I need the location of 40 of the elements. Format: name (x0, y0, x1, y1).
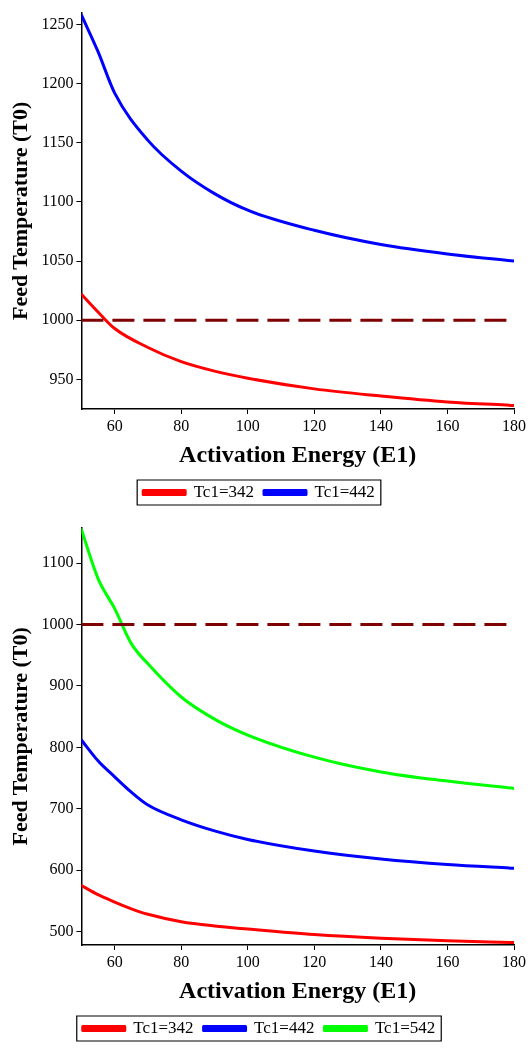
legend-label: Tc1=542 (374, 1017, 436, 1037)
line-series (81, 13, 514, 263)
x-axis-title: Activation Energy (E1) (179, 976, 417, 1003)
y-tick-label: 900 (49, 676, 74, 694)
y-tick-label: 1250 (41, 14, 74, 32)
y-tick-label: 1050 (41, 251, 74, 269)
x-tick-label: 100 (235, 416, 260, 434)
y-axis-title: Feed Temperature (T0) (6, 101, 32, 320)
x-tick-label: 60 (106, 952, 123, 970)
x-tick-label: 80 (173, 952, 190, 970)
x-tick-label: 60 (106, 416, 123, 434)
x-axis-title: Activation Energy (E1) (179, 440, 417, 467)
legend-label: Tc1=442 (254, 1017, 315, 1037)
x-tick-label: 140 (368, 952, 393, 970)
x-tick-label: 160 (435, 416, 460, 434)
y-tick-label: 600 (49, 860, 74, 878)
x-tick-label: 140 (368, 416, 393, 434)
y-tick-label: 700 (49, 798, 74, 816)
legend-label: Tc1=342 (133, 1017, 194, 1037)
x-tick-label: 180 (502, 952, 526, 970)
y-tick-label: 500 (49, 921, 74, 939)
y-tick-label: 1200 (41, 73, 74, 91)
x-tick-label: 100 (235, 952, 260, 970)
line-series (81, 738, 514, 870)
y-tick-label: 1000 (41, 614, 74, 632)
x-tick-label: 120 (302, 416, 327, 434)
x-tick-label: 120 (302, 952, 327, 970)
y-tick-label: 1000 (41, 310, 74, 328)
y-tick-label: 1150 (41, 132, 74, 150)
x-tick-label: 160 (435, 952, 460, 970)
y-tick-label: 1100 (41, 192, 74, 210)
line-series (81, 527, 514, 790)
y-tick-label: 950 (49, 369, 74, 387)
y-tick-label: 1100 (41, 553, 74, 571)
legend-label: Tc1=442 (314, 481, 375, 501)
y-axis-title: Feed Temperature (T0) (6, 627, 32, 846)
x-tick-label: 80 (173, 416, 190, 434)
legend-label: Tc1=342 (193, 481, 255, 501)
x-tick-label: 180 (502, 416, 526, 434)
y-tick-label: 800 (49, 737, 74, 755)
